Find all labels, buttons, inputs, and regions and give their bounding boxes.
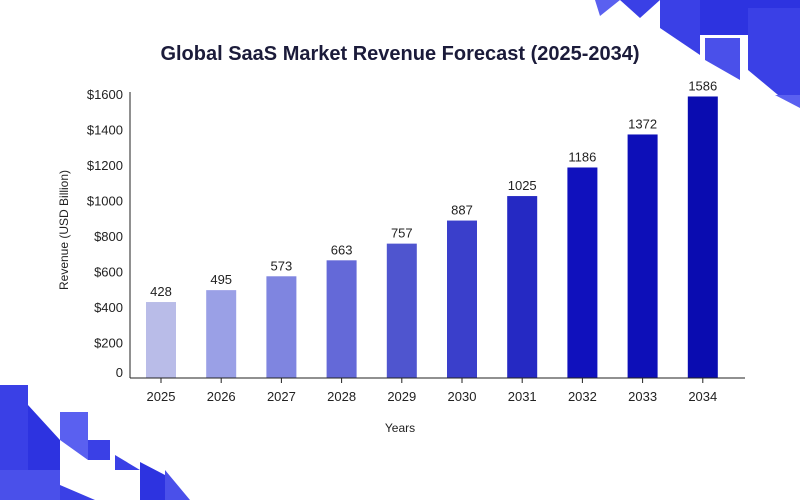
bar-2033 <box>627 134 658 378</box>
bar-value-label: 1586 <box>688 78 717 93</box>
y-tick-label: $800 <box>94 229 123 244</box>
y-tick-label: $600 <box>94 265 123 280</box>
y-tick-label: $1400 <box>87 123 123 138</box>
bar-value-label: 1186 <box>568 149 596 164</box>
bar-value-label: 663 <box>331 242 353 257</box>
bar-value-label: 1025 <box>508 178 537 193</box>
bar-value-label: 757 <box>391 226 413 241</box>
x-tick-label: 2026 <box>207 389 236 404</box>
x-tick-label: 2030 <box>448 389 477 404</box>
x-tick-label: 2028 <box>327 389 356 404</box>
x-axis-label: Years <box>385 421 415 435</box>
bar-2034 <box>687 96 718 379</box>
bar-value-label: 495 <box>210 272 232 287</box>
y-tick-label: $1600 <box>87 87 123 102</box>
y-tick-label: $200 <box>94 336 123 351</box>
bar-value-label: 1372 <box>628 116 657 131</box>
x-tick-label: 2029 <box>387 389 416 404</box>
corner-decoration-bottom-left <box>0 385 190 500</box>
bar-value-labels: 428 495 573 663 757 887 1025 1186 1372 1586 <box>150 78 717 299</box>
x-tick-label: 2031 <box>508 389 537 404</box>
bar-2031 <box>507 196 538 378</box>
x-tick-label: 2034 <box>688 389 717 404</box>
bar-value-label: 887 <box>451 203 473 218</box>
bar-2032 <box>567 167 598 378</box>
y-axis-ticks: 0 $200 $400 $600 $800 $1000 $1200 $1400 $1600 <box>87 87 123 380</box>
y-tick-label: $1200 <box>87 158 123 173</box>
x-tick-label: 2032 <box>568 389 597 404</box>
corner-decoration-top-right <box>595 0 800 108</box>
bar-2029 <box>386 243 417 378</box>
y-tick-label: $1000 <box>87 194 123 209</box>
bar-2028 <box>326 260 357 378</box>
x-tick-label: 2033 <box>628 389 657 404</box>
x-tick-label: 2027 <box>267 389 296 404</box>
bars-group <box>146 96 718 379</box>
y-tick-label: 0 <box>116 365 123 380</box>
y-axis-label: Revenue (USD Billion) <box>57 170 71 290</box>
bar-2025 <box>146 302 176 378</box>
bar-value-label: 428 <box>150 284 172 299</box>
x-tick-label: 2025 <box>147 389 176 404</box>
bar-2027 <box>266 276 297 378</box>
chart-title: Global SaaS Market Revenue Forecast (202… <box>160 43 639 65</box>
bar-2030 <box>447 220 477 378</box>
bar-value-label: 573 <box>271 258 293 273</box>
bar-2026 <box>206 290 237 378</box>
y-tick-label: $400 <box>94 300 123 315</box>
x-axis-ticks: 2025 2026 2027 2028 2029 2030 2031 2032 2033 2034 <box>147 378 717 404</box>
